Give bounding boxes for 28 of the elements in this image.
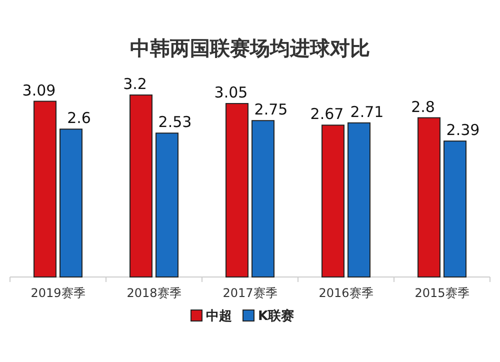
data-label: 2.8: [411, 98, 435, 116]
bar: [322, 124, 344, 278]
x-tick-label: 2015赛季: [414, 286, 470, 300]
data-label: 2.71: [350, 102, 384, 121]
chart-title: 中韩两国联赛场均进球对比: [130, 36, 370, 60]
bar: [156, 132, 178, 278]
data-label: 2.53: [158, 113, 192, 132]
bar: [418, 117, 440, 278]
data-label: 2.39: [446, 121, 480, 140]
bar: [130, 94, 152, 278]
bar: [348, 122, 370, 278]
x-tick-label: 2016赛季: [318, 286, 374, 300]
data-label: 3.2: [123, 75, 147, 93]
data-label: 3.05: [214, 84, 248, 102]
data-label: 3.09: [22, 81, 56, 100]
data-label: 2.67: [310, 105, 344, 124]
data-label: 2.6: [67, 109, 91, 128]
bar: [226, 103, 248, 278]
bar: [444, 140, 466, 278]
bar: [60, 128, 82, 278]
legend-label: 中超: [206, 309, 232, 324]
data-label: 2.75: [254, 100, 288, 119]
x-tick-label: 2018赛季: [126, 286, 182, 300]
bar: [34, 100, 56, 278]
bar: [252, 120, 274, 278]
x-tick-label: 2019赛季: [30, 286, 86, 300]
x-tick-label: 2017赛季: [222, 286, 278, 300]
legend-label: K联赛: [258, 308, 294, 324]
